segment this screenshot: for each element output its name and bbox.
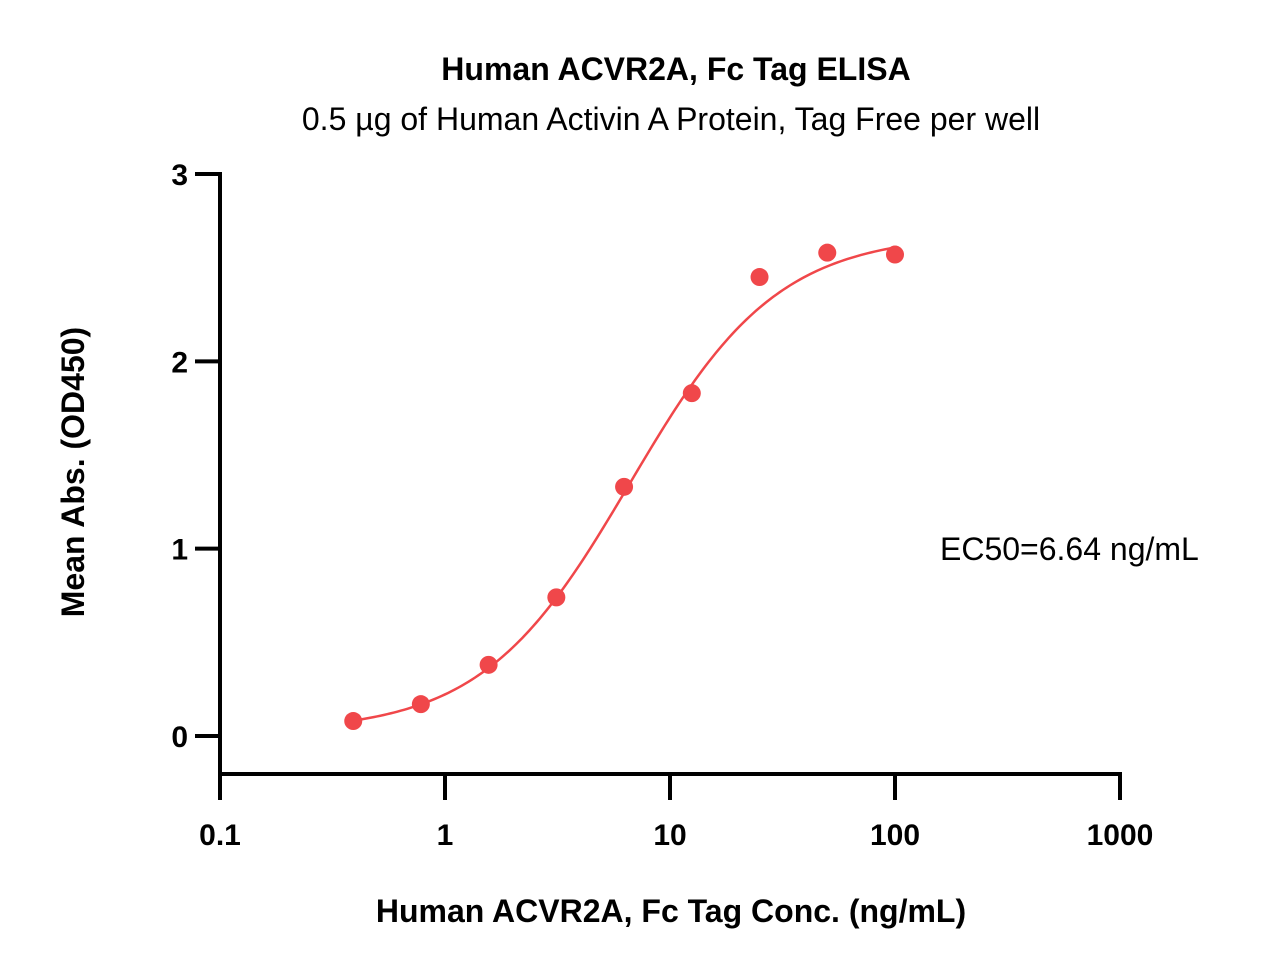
x-tick-label-0: 0.1 bbox=[199, 819, 241, 852]
x-tick-label-4: 1000 bbox=[1087, 819, 1154, 852]
chart-title: Human ACVR2A, Fc Tag ELISA bbox=[441, 51, 910, 87]
x-tick-label-3: 100 bbox=[870, 819, 920, 852]
ec50-annotation: EC50=6.64 ng/mL bbox=[940, 531, 1199, 567]
data-points bbox=[344, 243, 904, 731]
y-tick-label-2: 2 bbox=[171, 346, 188, 379]
x-tick-label-2: 10 bbox=[653, 819, 686, 852]
y-tick-label-1: 1 bbox=[171, 534, 188, 567]
data-point bbox=[479, 655, 498, 674]
y-tick-label-0: 0 bbox=[171, 721, 188, 754]
x-tick-label-1: 1 bbox=[437, 819, 454, 852]
data-point bbox=[818, 243, 837, 262]
data-point bbox=[547, 588, 566, 607]
data-point bbox=[682, 384, 701, 403]
data-point bbox=[886, 245, 904, 264]
data-point bbox=[344, 712, 363, 731]
x-ticks: 0.1 1 10 100 1000 bbox=[199, 774, 1153, 852]
y-axis-label: Mean Abs. (OD450) bbox=[55, 327, 91, 617]
y-ticks: 0 1 2 3 bbox=[171, 159, 220, 754]
data-point bbox=[411, 695, 430, 714]
data-point bbox=[750, 268, 769, 287]
y-tick-label-3: 3 bbox=[171, 159, 188, 192]
data-point bbox=[615, 477, 634, 496]
chart-subtitle: 0.5 µg of Human Activin A Protein, Tag F… bbox=[302, 101, 1040, 137]
x-axis-label: Human ACVR2A, Fc Tag Conc. (ng/mL) bbox=[376, 893, 966, 929]
